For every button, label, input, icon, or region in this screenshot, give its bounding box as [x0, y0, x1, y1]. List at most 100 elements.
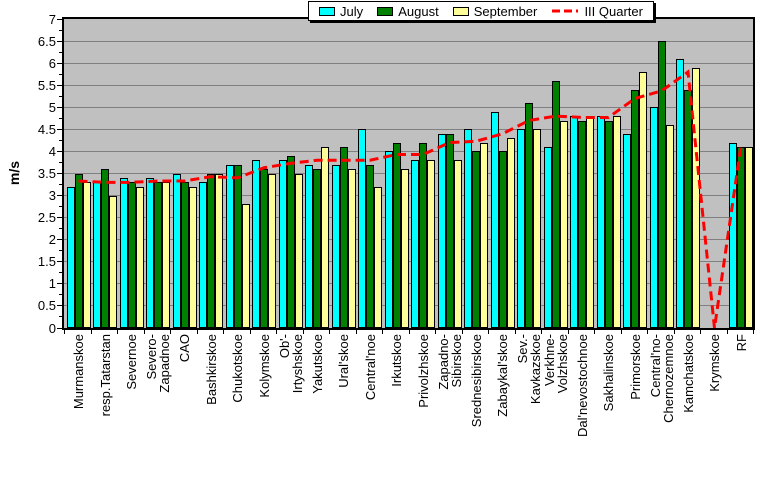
bar-september-ob-irtyshskoe[interactable] [294, 173, 303, 328]
bar-august-ural-skoe[interactable] [339, 147, 348, 328]
bar-july-primorskoe[interactable] [623, 133, 631, 328]
bar-august-resp-tatarstan[interactable] [101, 169, 109, 328]
y-tick-minor [59, 294, 62, 296]
bar-august-zabaykal-skoe[interactable] [498, 151, 507, 328]
bar-august-yakutskoe[interactable] [313, 169, 321, 328]
legend-label: August [398, 3, 439, 19]
legend[interactable]: July August September III Quarter [308, 1, 654, 21]
bar-august-severo-zapadnoe[interactable] [154, 182, 162, 328]
bar-august-murmanskoe[interactable] [74, 173, 83, 328]
bar-september-bashkirskoe[interactable] [215, 173, 223, 328]
y-tick-label: 3 [48, 188, 56, 204]
bar-september-resp-tatarstan[interactable] [109, 195, 117, 328]
bar-july-resp-tatarstan[interactable] [93, 182, 101, 328]
legend-item-iii-quarter[interactable]: III Quarter [551, 4, 643, 19]
bar-august-irkutskoe[interactable] [392, 142, 401, 328]
bar-september-sev-kavkazskoe[interactable] [533, 129, 541, 328]
bar-september-ural-skoe[interactable] [347, 169, 356, 328]
bar-august-verkhne-volzhskoe[interactable] [551, 80, 560, 328]
y-tick-minor [59, 316, 62, 318]
bar-july-privolzhskoe[interactable] [411, 160, 419, 328]
bar-july-irkutskoe[interactable] [384, 151, 393, 328]
legend-item-july[interactable]: July [319, 4, 363, 19]
bar-july-yakutskoe[interactable] [305, 164, 313, 328]
bar-september-sakhalinskoe[interactable] [612, 116, 621, 328]
bar-july-bashkirskoe[interactable] [199, 182, 207, 328]
legend-item-august[interactable]: August [377, 3, 439, 19]
bar-july-verkhne-volzhskoe[interactable] [543, 147, 552, 328]
y-tick-major [57, 173, 62, 174]
bar-september-severo-zapadnoe[interactable] [162, 182, 170, 328]
y-tick-label: 4 [48, 143, 56, 159]
bar-august-kamchatskoe[interactable] [684, 89, 692, 328]
x-category-label: Ural'skoe [336, 334, 351, 388]
bar-july-severo-zapadnoe[interactable] [146, 177, 154, 328]
bar-september-kamchatskoe[interactable] [692, 67, 700, 328]
bar-september-central-no-chernozemnoe[interactable] [665, 124, 674, 328]
x-tick [514, 330, 516, 334]
x-category-label: Severnoe [124, 334, 139, 390]
bar-july-zabaykal-skoe[interactable] [490, 111, 499, 328]
x-tick [435, 330, 436, 334]
bar-september-murmanskoe[interactable] [82, 182, 91, 328]
bar-september-verkhne-volzhskoe[interactable] [559, 120, 568, 328]
bar-july-murmanskoe[interactable] [66, 186, 75, 328]
bar-july-central-noe[interactable] [358, 129, 366, 328]
gridline [64, 40, 753, 42]
bar-august-central-no-chernozemnoe[interactable] [657, 41, 666, 328]
bar-july-rf[interactable] [729, 142, 737, 328]
bar-july-sev-kavkazskoe[interactable] [517, 129, 525, 328]
bar-august-central-noe[interactable] [366, 164, 374, 328]
x-category-label: Central'no- Chernozemnoe [647, 334, 676, 423]
bar-september-kolymskoe[interactable] [268, 173, 276, 328]
bar-september-primorskoe[interactable] [639, 71, 647, 328]
bar-august-kolymskoe[interactable] [260, 169, 268, 328]
bar-september-zabaykal-skoe[interactable] [506, 138, 515, 328]
bar-july-kamchatskoe[interactable] [676, 58, 684, 328]
bar-august-dal-nevostochnoe[interactable] [578, 120, 586, 328]
y-tick-major [57, 217, 62, 219]
bar-august-privolzhskoe[interactable] [419, 142, 427, 328]
y-tick-major [57, 239, 62, 241]
legend-item-september[interactable]: September [452, 4, 537, 19]
bar-september-chukotskoe[interactable] [241, 204, 250, 328]
plot-area[interactable] [62, 17, 755, 330]
bar-september-cao[interactable] [188, 186, 197, 328]
bar-july-chukotskoe[interactable] [225, 164, 234, 328]
bar-september-srednesibirskoe[interactable] [480, 142, 488, 328]
bar-august-sev-kavkazskoe[interactable] [525, 102, 533, 328]
bar-august-cao[interactable] [180, 182, 189, 328]
x-category-label: Srednesibirskoe [468, 334, 484, 428]
bar-august-ob-irtyshskoe[interactable] [286, 155, 295, 328]
bar-august-rf[interactable] [737, 147, 745, 328]
bar-september-severnoe[interactable] [135, 186, 144, 328]
bar-july-kolymskoe[interactable] [252, 160, 260, 328]
bar-july-severnoe[interactable] [119, 177, 128, 328]
bar-august-sakhalinskoe[interactable] [604, 120, 613, 328]
bar-july-sakhalinskoe[interactable] [596, 116, 605, 328]
bar-september-rf[interactable] [745, 147, 753, 328]
bar-august-bashkirskoe[interactable] [207, 173, 215, 328]
bar-july-srednesibirskoe[interactable] [464, 129, 472, 328]
bar-september-privolzhskoe[interactable] [427, 160, 435, 328]
bar-july-zapadno-sibirskoe[interactable] [437, 133, 446, 328]
x-category-label: Privolzhskoe [415, 334, 431, 408]
x-category-label: Central'noe [362, 334, 378, 401]
bar-august-srednesibirskoe[interactable] [472, 151, 480, 328]
bar-august-chukotskoe[interactable] [233, 164, 242, 328]
bar-august-severnoe[interactable] [127, 182, 136, 328]
y-tick-major [57, 62, 62, 64]
bar-july-ural-skoe[interactable] [331, 164, 340, 328]
bar-august-zapadno-sibirskoe[interactable] [445, 133, 454, 328]
bar-july-cao[interactable] [172, 173, 181, 328]
bar-august-primorskoe[interactable] [631, 89, 639, 328]
bar-september-irkutskoe[interactable] [400, 169, 409, 328]
bar-july-ob-irtyshskoe[interactable] [278, 160, 287, 328]
y-tick-minor [59, 250, 62, 252]
bar-july-dal-nevostochnoe[interactable] [570, 116, 578, 328]
bar-july-central-no-chernozemnoe[interactable] [649, 107, 658, 328]
bar-september-central-noe[interactable] [374, 186, 382, 328]
bar-september-dal-nevostochnoe[interactable] [586, 116, 594, 328]
bar-september-zapadno-sibirskoe[interactable] [453, 160, 462, 328]
bar-september-yakutskoe[interactable] [321, 147, 329, 328]
